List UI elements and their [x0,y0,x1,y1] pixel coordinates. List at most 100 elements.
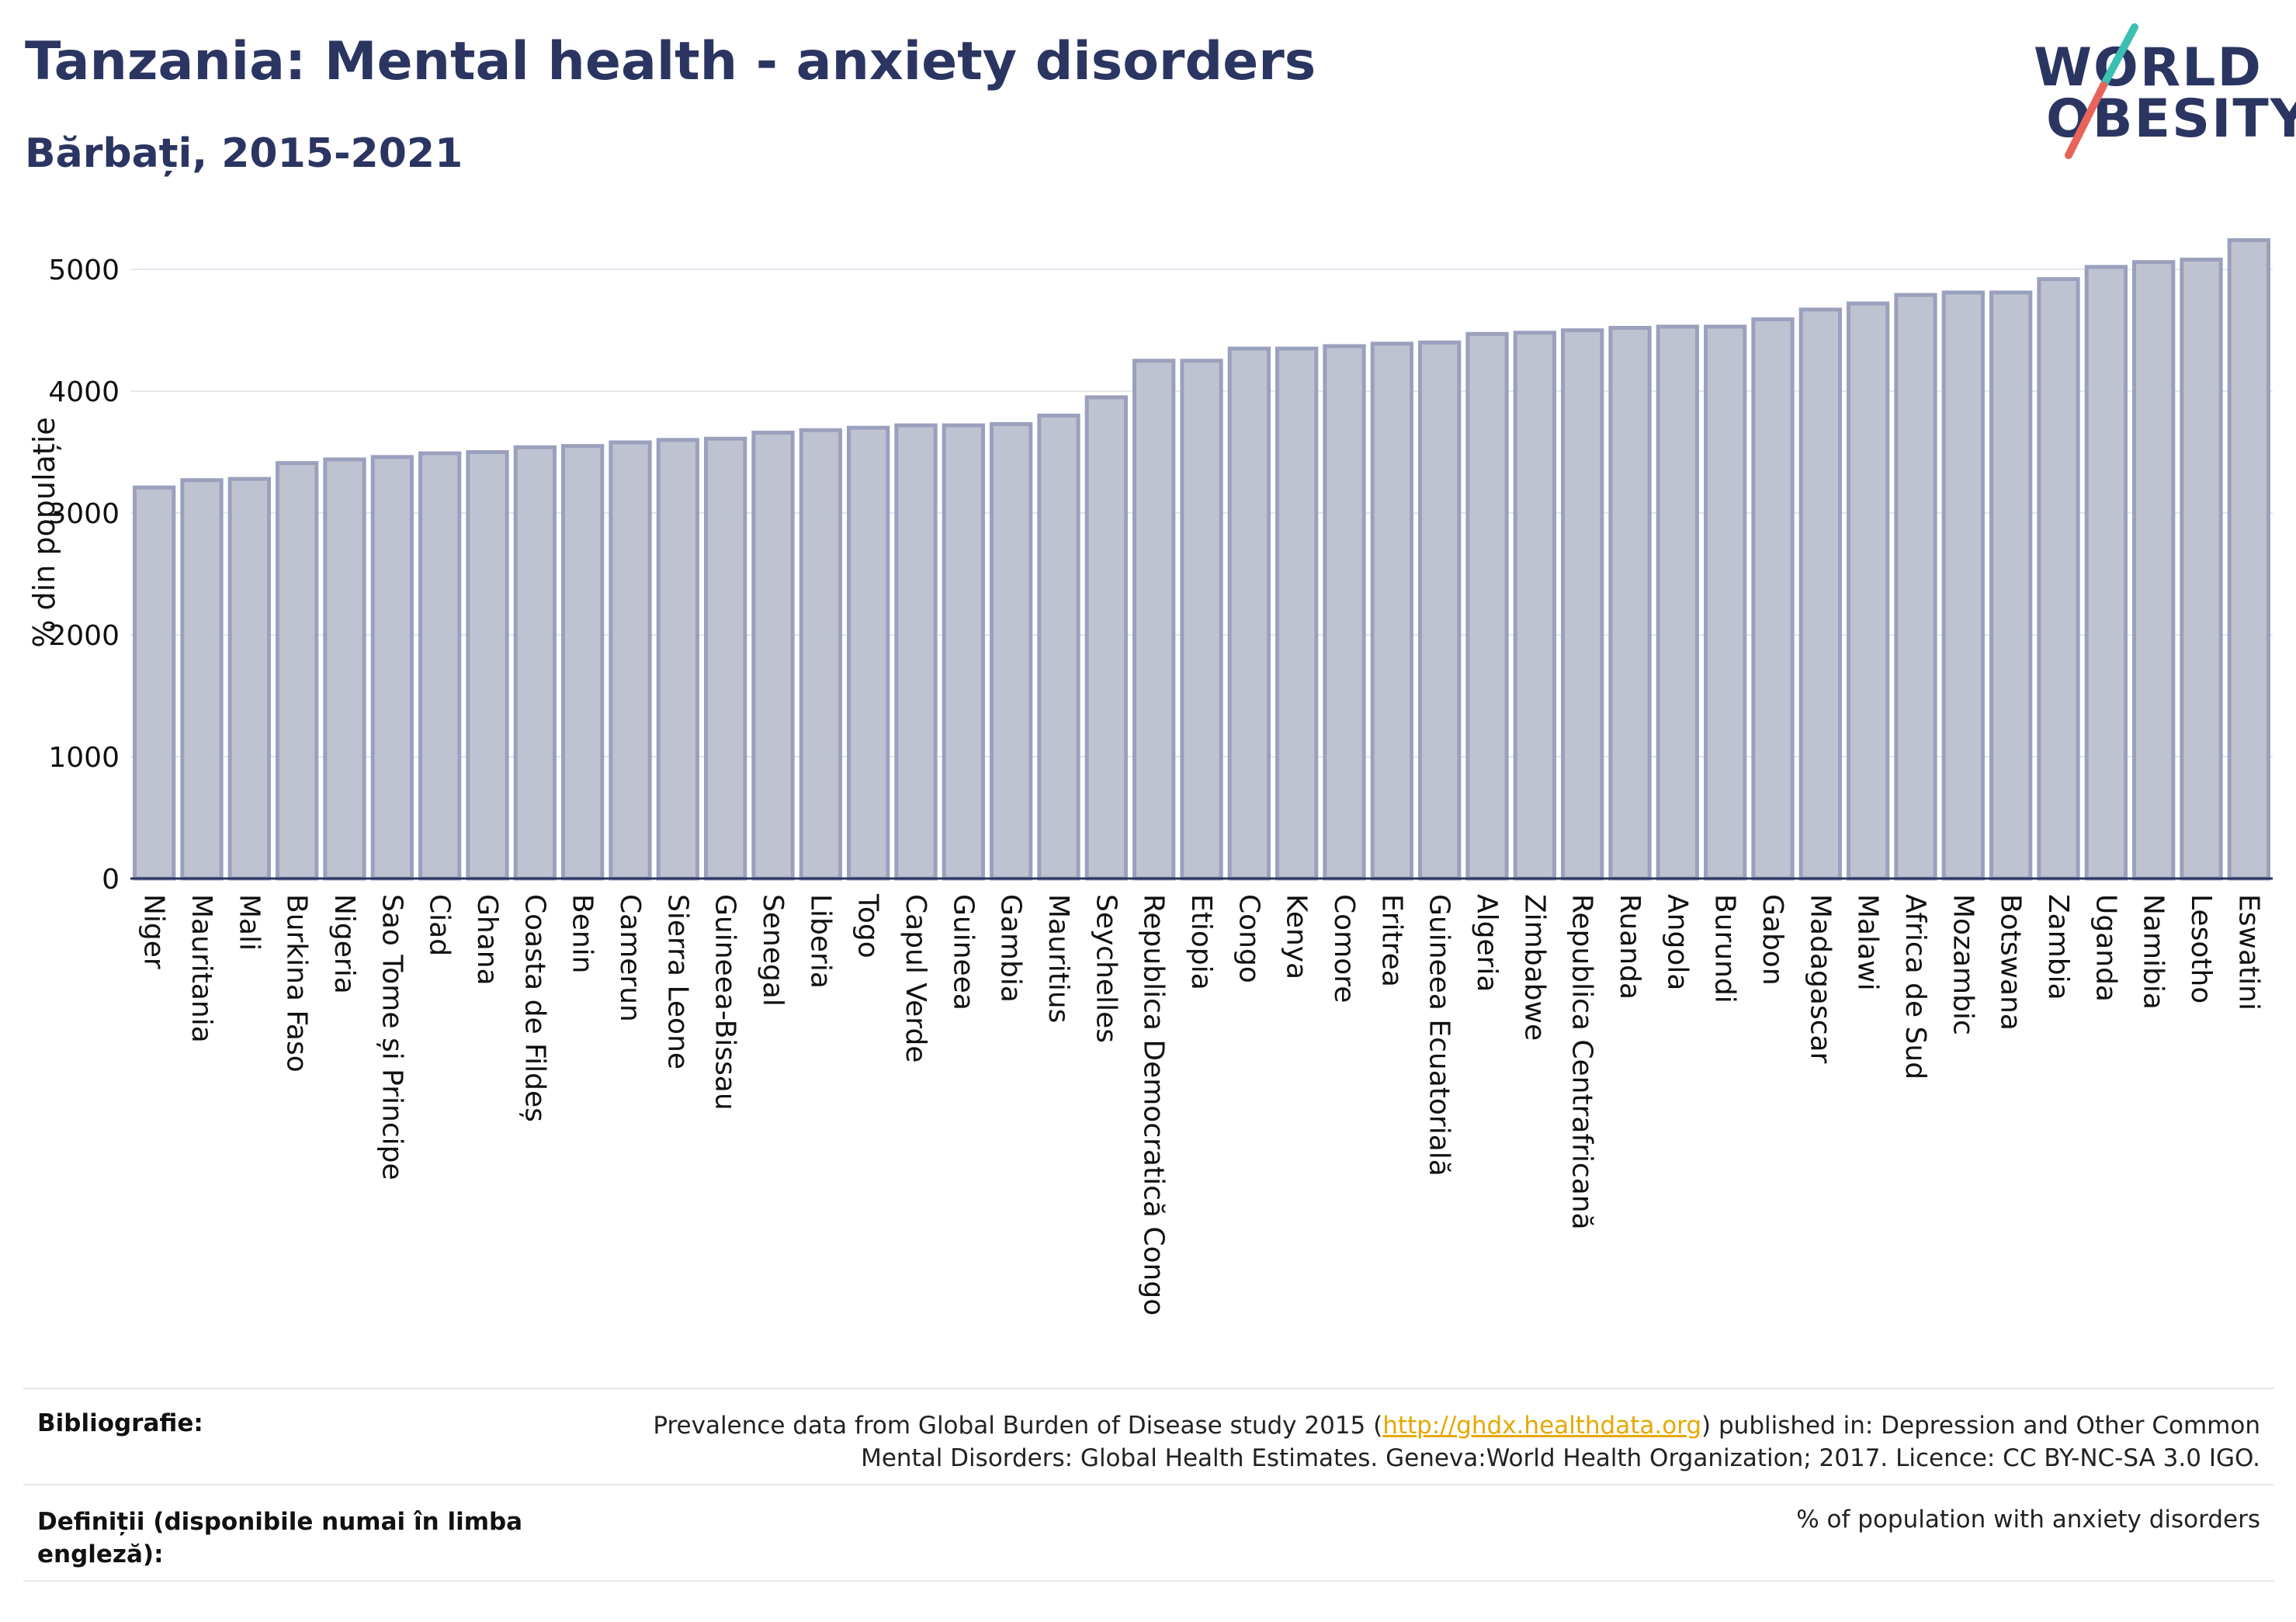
bibliography-text-end: ) published in: Depression and Other Com… [1701,1412,2260,1440]
bar [2037,277,2080,881]
x-tick-label: Mali [233,894,265,951]
x-tick-label: Sierra Leone [661,894,693,1069]
bar [1370,341,1413,881]
x-tick-label: Madagascar [1804,894,1836,1064]
x-tick-label: Malawi [1852,894,1884,991]
page-subtitle: Bărbați, 2015-2021 [25,130,463,177]
x-tick-label: Benin [567,894,598,973]
footer-divider-bottom [23,1580,2274,1582]
bar [1608,325,1652,881]
bar [323,457,366,881]
y-tick-label: 1000 [48,742,120,774]
bar [990,421,1033,881]
y-tick-label: 5000 [48,255,120,286]
bibliography-text: Prevalence data from Global Burden of Di… [653,1409,2260,1475]
definitions-text: % of population with anxiety disorders [1796,1506,2260,1534]
bar-chart: 0 1000 2000 3000 4000 5000 Niger Mauritania Mal… [27,237,2273,1315]
y-axis-ticks: 0 1000 2000 3000 4000 5000 [48,255,120,896]
page-title: Tanzania: Mental health - anxiety disord… [25,31,1316,92]
bar [370,455,414,881]
bar [2084,265,2128,881]
bar [133,485,176,881]
bibliography-label: Bibliografie: [37,1409,203,1437]
x-tick-label: Capul Verde [900,894,931,1062]
bar [1180,359,1223,881]
bar [847,425,890,881]
x-tick-label: Mauritania [186,894,217,1043]
bar [418,451,462,881]
x-tick-label: Ghana [471,894,503,986]
footer-divider-middle [23,1484,2274,1485]
x-tick-label: Zambia [2042,894,2074,1000]
x-tick-label: Sao Tome și Principe [376,894,408,1180]
bar [513,445,557,881]
x-tick-label: Angola [1661,894,1693,990]
bibliography-link[interactable]: http://ghdx.healthdata.org [1382,1412,1702,1440]
bar [2227,237,2270,881]
x-tick-label: Coasta de Fildeș [519,894,550,1122]
y-tick-label: 4000 [48,376,120,408]
x-tick-label: Eritrea [1375,894,1407,987]
bar [1323,344,1366,881]
x-tick-label: Ruanda [1614,894,1646,1000]
bar [1465,331,1509,881]
bar [1989,290,2033,881]
x-tick-label: Ciad [424,894,456,956]
world-obesity-logo: WORLD OBESITY [2026,23,2296,171]
logo-word-world: WORLD [2034,37,2263,99]
bar [1037,413,1080,881]
bar [466,450,509,881]
x-tick-label: Comore [1328,894,1360,1003]
bar [1798,307,1842,881]
bar [1275,346,1319,881]
x-axis-ticks: Niger Mauritania Mali Burkina Faso Nigeria Sa… [138,893,2265,1315]
bar [1847,301,1890,881]
x-tick-label: Uganda [2090,894,2121,1002]
definitions-label-line2: engleză): [37,1541,164,1568]
x-tick-label: Burundi [1709,894,1741,1003]
x-tick-label: Lesotho [2185,894,2217,1003]
definitions-row: Definiții (disponibile numai în limba en… [23,1499,2274,1585]
x-tick-label: Togo [852,893,884,958]
bar [656,438,699,881]
x-tick-label: Congo [1233,894,1264,983]
x-tick-label: Senegal [757,894,789,1007]
bar [894,423,938,881]
bar [1656,324,1699,881]
bibliography-text-line2: Mental Disorders: Global Health Estimate… [861,1444,2260,1472]
x-tick-label: Gabon [1757,894,1788,986]
bar [227,477,271,881]
bar [942,423,985,881]
x-tick-label: Botswana [1995,894,2027,1031]
footer-divider-top [23,1388,2274,1389]
y-tick-label: 2000 [48,620,120,652]
x-tick-label: Guineea [947,894,979,1010]
x-tick-label: Burkina Faso [281,894,313,1073]
bar [1084,395,1128,881]
bar [1751,317,1795,881]
y-tick-label: 3000 [48,498,120,530]
x-tick-label: Liberia [804,894,836,989]
bar [1894,293,1937,881]
bar [704,436,747,881]
x-tick-label: Zimbabwe [1518,894,1550,1041]
bar [2132,260,2176,881]
bar [609,440,652,881]
bar [180,478,224,881]
x-tick-label: Mauritius [1042,894,1074,1023]
x-tick-label: Mozambic [1947,894,1979,1035]
x-tick-label: Niger [138,894,170,969]
x-tick-label: Republica Centrafricană [1566,894,1598,1230]
x-tick-label: Nigeria [328,894,360,994]
x-tick-label: Gambia [995,894,1027,1003]
bar [1513,331,1556,881]
bar [1227,346,1271,881]
definitions-label-line1: Definiții (disponibile numai în limba [37,1508,523,1536]
x-tick-label: Republica Democratică Congo [1138,894,1170,1315]
bar [1704,324,1747,881]
x-tick-label: Eswatini [2232,894,2264,1010]
bar [799,428,842,881]
x-tick-label: Guineea-Bissau [709,894,741,1111]
bar [1561,328,1604,881]
x-tick-label: Etiopia [1185,894,1217,990]
